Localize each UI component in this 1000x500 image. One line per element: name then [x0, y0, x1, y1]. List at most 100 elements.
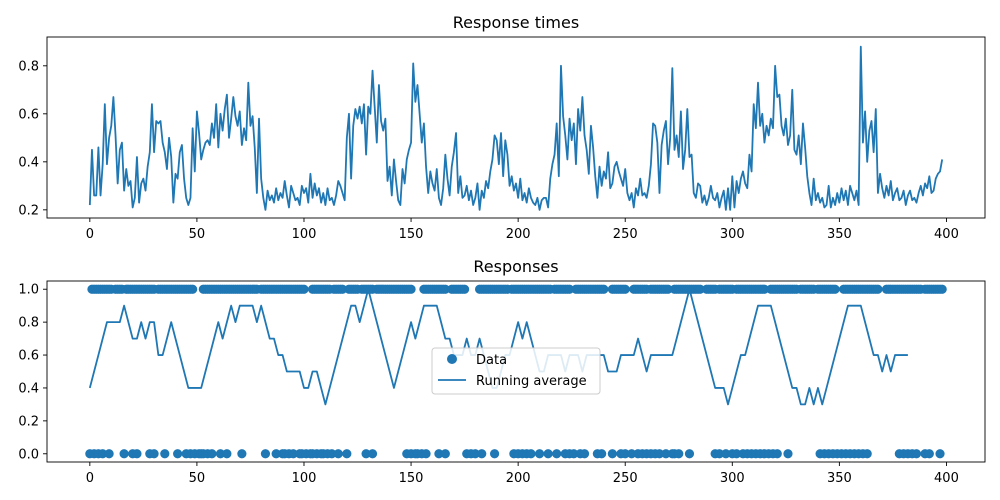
bottom-y-tick-label: 0.6 — [18, 349, 39, 364]
data-point — [654, 449, 665, 459]
data-point — [695, 284, 705, 294]
data-point — [188, 284, 198, 294]
data-point — [440, 449, 450, 459]
data-point — [783, 449, 793, 459]
bottom-y-tick-label: 0.0 — [18, 447, 39, 462]
data-points — [85, 284, 947, 459]
data-point — [543, 449, 553, 459]
bottom-x-tick-label: 250 — [613, 471, 638, 486]
legend: Data Running average — [431, 347, 601, 395]
data-point — [607, 449, 617, 459]
data-point — [337, 284, 348, 294]
bottom-x-tick-label: 400 — [934, 471, 959, 486]
bottom-y-tick-label: 0.2 — [18, 414, 39, 429]
data-point — [759, 284, 770, 294]
top-y-tick-label: 0.4 — [18, 155, 39, 170]
bottom-x-tick-label: 350 — [827, 471, 852, 486]
data-point — [440, 284, 450, 294]
top-x-tick-label: 400 — [934, 227, 959, 242]
bottom-x-tick-label: 100 — [292, 471, 317, 486]
data-point — [132, 449, 142, 459]
bottom-x-tick-label: 200 — [506, 471, 531, 486]
data-point — [288, 449, 298, 459]
data-point — [721, 449, 731, 459]
data-point — [173, 449, 183, 459]
data-point — [599, 284, 609, 294]
data-point — [406, 284, 416, 294]
data-point — [215, 449, 226, 459]
data-point — [663, 284, 673, 294]
data-point — [98, 449, 108, 459]
top-x-tick-label: 150 — [399, 227, 424, 242]
top-x-tick-label: 100 — [292, 227, 317, 242]
data-point — [421, 449, 431, 459]
data-point — [327, 449, 337, 459]
bottom-x-tick-label: 50 — [189, 471, 206, 486]
bottom-chart-ticks: 0 50 100 150 200 250 300 350 400 0.0 0.2 0.4 0.6 0.8 1… — [18, 283, 959, 486]
bottom-y-tick-label: 0.4 — [18, 381, 39, 396]
top-x-tick-label: 250 — [613, 227, 638, 242]
data-point — [207, 449, 217, 459]
data-point — [873, 284, 883, 294]
legend-box — [431, 347, 601, 395]
data-point — [149, 449, 159, 459]
data-point — [237, 449, 247, 459]
data-point — [731, 449, 742, 459]
data-point — [489, 449, 500, 459]
bottom-x-tick-label: 300 — [720, 471, 745, 486]
data-point — [526, 449, 536, 459]
data-point — [367, 449, 378, 459]
top-chart-ticks: 0 50 100 150 200 250 300 350 400 0.2 0.4 0.6 0.8 — [18, 59, 959, 242]
bottom-x-tick-label: 0 — [86, 471, 94, 486]
legend-data-label: Data — [476, 353, 507, 368]
data-point — [924, 449, 934, 459]
top-y-tick-label: 0.2 — [18, 203, 39, 218]
data-point — [342, 449, 352, 459]
top-y-tick-label: 0.6 — [18, 107, 39, 122]
top-x-tick-label: 200 — [506, 227, 531, 242]
responses-chart: Responses 0 50 100 150 200 250 300 350 400 0.0 0.2… — [18, 257, 986, 486]
data-point — [684, 449, 695, 459]
data-point — [460, 284, 470, 294]
top-x-tick-label: 50 — [189, 227, 206, 242]
data-point — [534, 449, 545, 459]
bottom-y-tick-label: 1.0 — [18, 283, 39, 298]
legend-data-marker — [447, 354, 457, 364]
data-point — [911, 449, 922, 459]
bottom-chart-frame — [46, 280, 986, 463]
data-point — [661, 449, 671, 459]
data-point — [434, 449, 444, 459]
top-x-tick-label: 350 — [827, 227, 852, 242]
data-point — [271, 449, 281, 459]
data-point — [361, 449, 371, 459]
data-point — [564, 284, 575, 294]
top-y-tick-label: 0.8 — [18, 59, 39, 74]
data-point — [569, 449, 579, 459]
data-point — [222, 449, 232, 459]
data-point — [104, 449, 114, 459]
data-point — [260, 449, 271, 459]
response-times-chart: Response times 0 50 100 150 200 250 300 350 4000… — [18, 13, 986, 242]
top-x-tick-label: 300 — [720, 227, 745, 242]
data-point — [674, 449, 684, 459]
data-point — [579, 449, 590, 459]
data-point — [937, 284, 947, 294]
data-point — [714, 449, 725, 459]
data-point — [477, 449, 487, 459]
top-chart-title: Response times — [453, 13, 579, 32]
top-x-tick-label: 0 — [86, 227, 94, 242]
response-times-line — [88, 45, 944, 211]
data-point — [862, 449, 872, 459]
bottom-x-tick-label: 150 — [399, 471, 424, 486]
legend-running-average-label: Running average — [476, 374, 587, 389]
data-point — [597, 449, 607, 459]
data-point — [333, 449, 343, 459]
data-point — [119, 449, 129, 459]
bottom-y-tick-label: 0.8 — [18, 316, 39, 331]
data-point — [620, 284, 630, 294]
data-point — [935, 449, 945, 459]
bottom-chart-title: Responses — [473, 257, 558, 276]
data-point — [470, 449, 480, 459]
data-point — [620, 449, 630, 459]
